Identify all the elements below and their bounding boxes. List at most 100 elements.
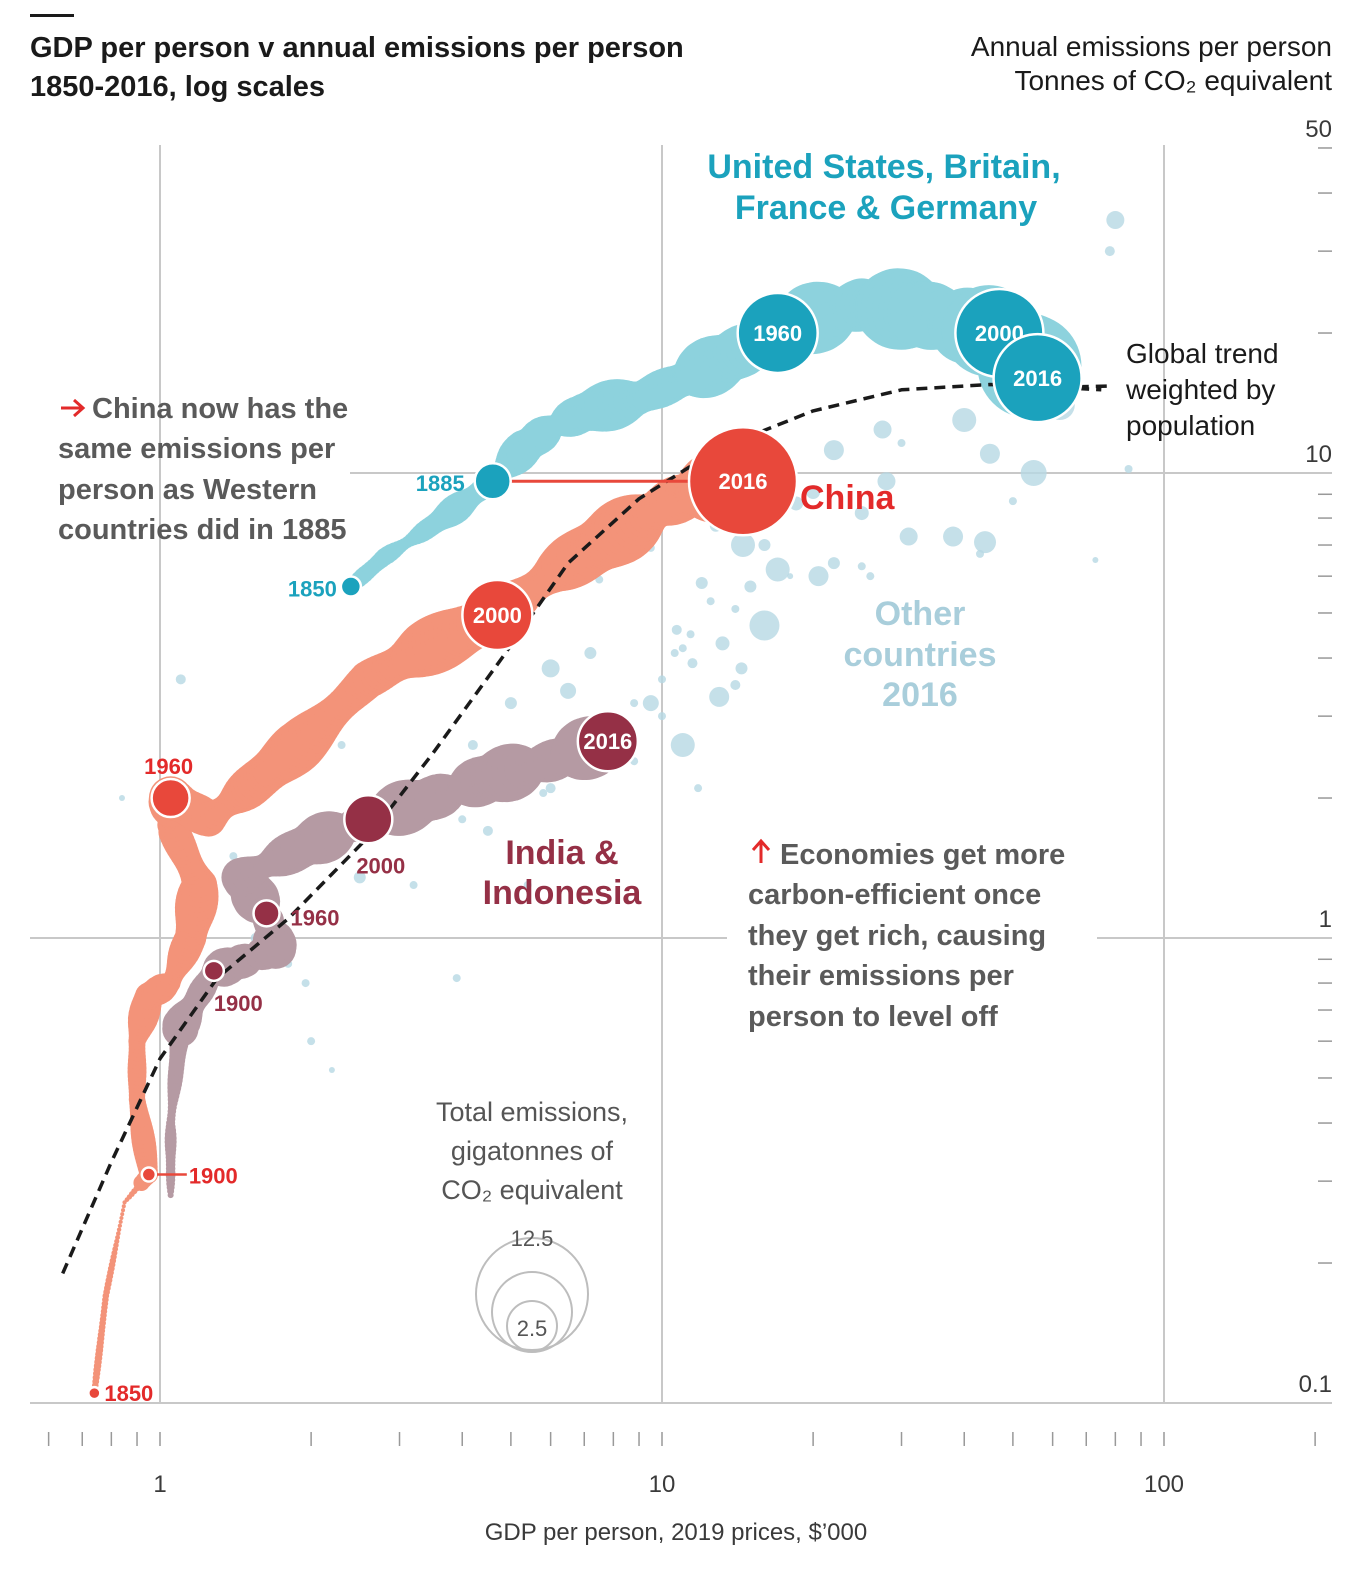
other-country-bubble <box>642 695 659 712</box>
header-rule <box>30 14 74 17</box>
other-country-bubble <box>899 527 918 546</box>
china-1850-label: 1850 <box>104 1381 153 1406</box>
other-country-bubble <box>709 686 730 707</box>
china-band <box>113 1242 119 1248</box>
y-unit-line1: Annual emissions per person <box>971 31 1332 62</box>
other-country-bubble <box>670 649 679 658</box>
chart-subtitle: 1850-2016, log scales <box>30 71 325 103</box>
axis-ticks <box>47 147 1332 1446</box>
other-country-bubble <box>1124 465 1133 474</box>
west-1885-label: 1885 <box>416 471 465 496</box>
other-country-bubble <box>715 636 730 651</box>
other-country-bubble <box>560 682 577 699</box>
other-country-bubble <box>806 485 821 500</box>
grid <box>30 145 1332 1404</box>
other-country-bubble <box>787 573 794 580</box>
india-2016-marker <box>576 709 640 773</box>
other-country-bubble <box>857 562 866 571</box>
other-country-bubble <box>731 533 756 558</box>
other-country-bubble <box>539 789 548 798</box>
other-country-bubble <box>353 871 366 884</box>
other-country-bubble <box>504 697 517 710</box>
west-1850-marker <box>339 575 363 598</box>
west-2016-label: 2016 <box>1013 366 1062 391</box>
india-label-line2: Indonesia <box>483 874 643 912</box>
other-country-bubble <box>545 783 556 794</box>
other-country-bubble <box>301 979 310 988</box>
size-legend-small-value: 2.5 <box>517 1316 548 1341</box>
other-country-bubble <box>687 658 698 669</box>
other-label-line1: Other <box>875 595 966 633</box>
other-country-bubble <box>307 1037 316 1046</box>
china-band <box>114 1238 120 1244</box>
west-label-line1: United States, Britain, <box>707 148 1060 186</box>
efficiency-note-line5: person to level off <box>748 1001 998 1033</box>
other-label-line3: 2016 <box>882 676 958 714</box>
china-band <box>115 1235 120 1240</box>
other-country-bubble <box>458 815 467 824</box>
other-country-bubble <box>873 420 892 439</box>
other-country-bubble <box>584 647 597 660</box>
india-label-line1: India & <box>505 834 618 872</box>
other-country-bubble <box>1106 211 1125 230</box>
other-country-bubble <box>695 577 708 590</box>
other-country-bubble <box>671 624 682 635</box>
india-1900-label: 1900 <box>214 991 263 1016</box>
x-axis-label: GDP per person, 2019 prices, $’000 <box>485 1519 867 1546</box>
other-country-bubble <box>943 526 964 547</box>
trend-label-line3: population <box>1126 410 1255 441</box>
west-1960-label: 1960 <box>753 321 802 346</box>
west-1960-marker <box>736 291 819 375</box>
china-2016-label: 2016 <box>719 469 768 494</box>
china-band <box>116 1231 121 1236</box>
india-2016-label: 2016 <box>583 729 632 754</box>
china-band <box>121 1204 126 1209</box>
other-countries-bubbles <box>118 211 1133 1074</box>
efficiency-note-line3: they get rich, causing <box>748 920 1046 952</box>
west-2016-marker <box>992 332 1083 424</box>
efficiency-note-line4: their emissions per <box>748 960 1014 992</box>
other-country-bubble <box>979 443 1000 464</box>
other-country-bubble <box>1020 460 1047 486</box>
x-tick-100: 100 <box>1144 1471 1184 1498</box>
other-country-bubble <box>808 566 829 587</box>
other-country-bubble <box>1092 556 1099 563</box>
other-country-bubble <box>730 680 741 691</box>
efficiency-note-backing <box>727 920 1097 956</box>
y-tick-10: 10 <box>1305 441 1332 468</box>
efficiency-note-line1: Economies get more <box>780 839 1065 871</box>
size-legend-small-circle <box>506 1300 558 1352</box>
other-country-bubble <box>118 795 125 802</box>
china-2016-marker <box>687 425 799 537</box>
size-legend-title-line2: gigatonnes of <box>451 1136 614 1166</box>
west-label-line2: France & Germany <box>735 189 1037 227</box>
other-country-bubble <box>337 741 346 750</box>
arrow-up-icon <box>751 838 771 863</box>
other-country-bubble <box>758 539 771 552</box>
chart-title: GDP per person v annual emissions per pe… <box>30 32 684 64</box>
other-country-bubble <box>897 439 906 448</box>
india-1960-marker <box>252 899 281 928</box>
india-1900-marker <box>202 959 226 983</box>
other-country-bubble <box>1104 246 1115 257</box>
y-unit-line2: Tonnes of CO₂ equivalent <box>1014 65 1332 96</box>
other-country-bubble <box>328 1067 335 1074</box>
x-tick-10: 10 <box>649 1471 676 1498</box>
china-band <box>117 1223 123 1228</box>
other-country-bubble <box>765 557 790 582</box>
other-country-bubble <box>229 852 238 861</box>
other-country-bubble <box>658 712 666 721</box>
other-country-bubble <box>706 597 715 606</box>
other-country-bubble <box>541 659 560 678</box>
size-legend-title-line1: Total emissions, <box>436 1097 628 1127</box>
other-country-bubble <box>866 572 875 581</box>
china-1900-label: 1900 <box>189 1164 238 1189</box>
other-country-bubble <box>744 580 757 593</box>
china-band <box>119 1215 124 1220</box>
other-country-bubble <box>694 784 703 793</box>
china-2000-label: 2000 <box>473 603 522 628</box>
china-note-line2: same emissions per <box>58 433 335 465</box>
other-country-bubble <box>409 881 418 890</box>
y-tick-1: 1 <box>1319 906 1332 933</box>
